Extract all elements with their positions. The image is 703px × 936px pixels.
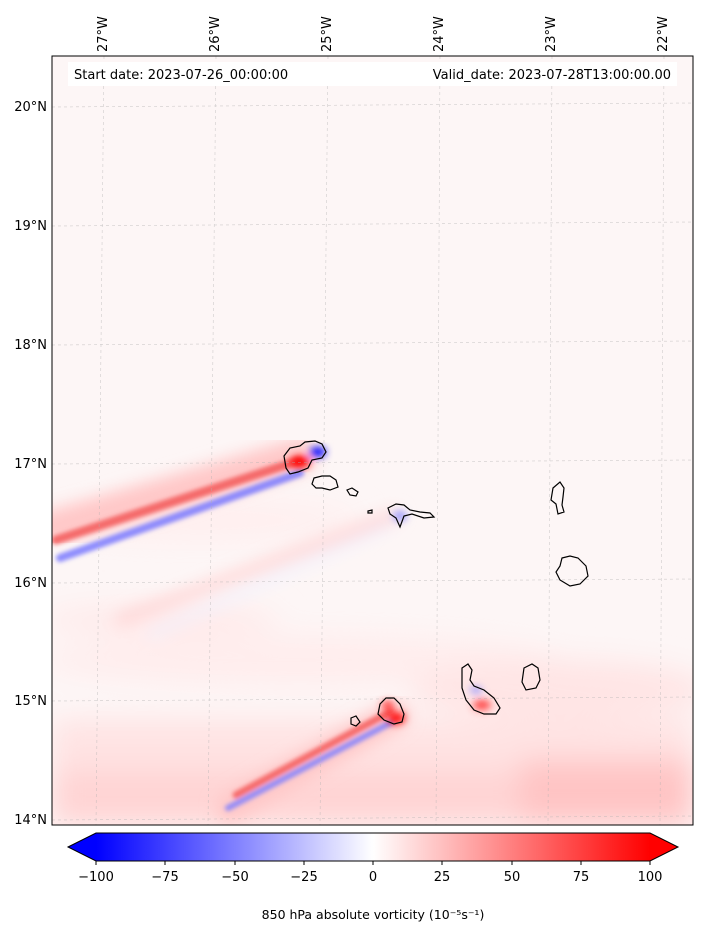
secondary-wake xyxy=(115,510,400,638)
lon-tick-label: 22°W xyxy=(656,16,671,52)
lon-tick-label: 23°W xyxy=(544,16,559,52)
colorbar: −100 −75 −50 −25 0 25 50 75 100 850 hPa … xyxy=(66,832,680,922)
colorbar-tick-label: 0 xyxy=(369,870,377,885)
colorbar-extend-high xyxy=(650,833,678,861)
colorbar-tick-label: 25 xyxy=(434,870,451,885)
map-frame xyxy=(51,55,694,826)
gridlines xyxy=(52,56,693,825)
lon-tick-label: 25°W xyxy=(320,16,335,52)
colorbar-tick-label: 100 xyxy=(638,870,663,885)
santa-luzia-coast xyxy=(346,487,359,497)
lon-tick-label: 26°W xyxy=(208,16,223,52)
map-info-box: Start date: 2023-07-26_00:00:00 Valid_da… xyxy=(68,62,677,86)
lat-tick-label: 17°N xyxy=(14,457,47,472)
lat-tick-label: 19°N xyxy=(14,219,47,234)
maio-coast xyxy=(521,663,541,691)
sao-nicolau-coast xyxy=(387,503,436,529)
colorbar-tick-labels: −100 −75 −50 −25 0 25 50 75 100 xyxy=(78,870,662,885)
map-panel: Start date: 2023-07-26_00:00:00 Valid_da… xyxy=(51,55,694,826)
lat-tick-label: 18°N xyxy=(14,338,47,353)
lat-tick-label: 16°N xyxy=(14,576,47,591)
santo-antao-coast xyxy=(283,440,327,475)
southern-positive-band xyxy=(52,500,693,825)
fogo-coast xyxy=(377,697,405,725)
colorbar-extend-low xyxy=(68,833,96,861)
colorbar-tick-label: 75 xyxy=(573,870,590,885)
colorbar-tick-label: 50 xyxy=(504,870,521,885)
colorbar-label: 850 hPa absolute vorticity (10⁻⁵s⁻¹) xyxy=(262,907,485,922)
colorbar-tick-label: −100 xyxy=(78,870,114,885)
santiago-coast xyxy=(461,663,501,715)
brava-coast xyxy=(350,715,361,727)
raso-coast xyxy=(367,509,373,514)
colorbar-ticks xyxy=(95,861,651,865)
sal-coast xyxy=(550,481,565,515)
vorticity-field xyxy=(52,438,693,825)
coastlines xyxy=(283,440,589,727)
colorbar-tick-label: −50 xyxy=(221,870,248,885)
longitude-axis: 27°W 26°W 25°W 24°W 23°W 22°W xyxy=(96,16,671,52)
northern-wake xyxy=(52,438,326,562)
valid-date-label: Valid_date: 2023-07-28T13:00:00.00 xyxy=(433,68,671,83)
colorbar-tick-label: −25 xyxy=(290,870,317,885)
lon-tick-label: 24°W xyxy=(432,16,447,52)
lat-tick-label: 20°N xyxy=(14,100,47,115)
lat-tick-label: 14°N xyxy=(14,813,47,828)
boa-vista-coast xyxy=(555,555,589,587)
colorbar-tick-label: −75 xyxy=(151,870,178,885)
start-date-label: Start date: 2023-07-26_00:00:00 xyxy=(74,68,288,83)
colorbar-body xyxy=(96,833,650,861)
latitude-axis: 20°N 19°N 18°N 17°N 16°N 15°N 14°N xyxy=(14,100,47,828)
sao-vicente-coast xyxy=(311,475,339,491)
lat-tick-label: 15°N xyxy=(14,694,47,709)
lon-tick-label: 27°W xyxy=(96,16,111,52)
